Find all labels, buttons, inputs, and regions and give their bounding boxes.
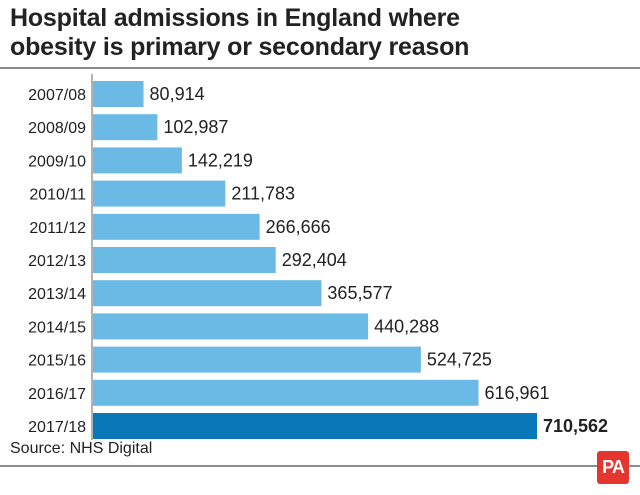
source-note: Source: NHS Digital <box>10 440 153 457</box>
category-label: 2015/16 <box>28 353 86 370</box>
bar-2012-13 <box>93 247 276 273</box>
value-label: 102,987 <box>163 117 228 137</box>
value-label: 80,914 <box>150 84 205 104</box>
bar-2009-10 <box>93 147 182 174</box>
category-label: 2011/12 <box>29 220 86 237</box>
chart-title-line-1: Hospital admissions in England where <box>10 4 460 32</box>
value-label: 365,577 <box>327 283 392 303</box>
category-label: 2013/14 <box>28 286 86 303</box>
value-label: 292,404 <box>282 250 347 270</box>
bar-2013-14 <box>93 280 322 307</box>
bar-2016-17 <box>93 379 479 406</box>
bar-chart: 2007/08 80,914 2008/09 102,987 2009/10 142,21… <box>28 74 608 440</box>
value-label: 266,666 <box>266 217 331 237</box>
value-label: 142,219 <box>188 150 253 170</box>
category-label: 2009/10 <box>28 153 86 170</box>
chart-title-line-2: obesity is primary or secondary reason <box>10 33 470 61</box>
value-label: 524,725 <box>427 350 492 370</box>
category-label: 2017/18 <box>28 419 86 436</box>
category-label: 2007/08 <box>28 87 86 104</box>
bar-2015-16 <box>93 346 421 373</box>
category-label: 2012/13 <box>28 253 86 270</box>
bar-2011-12 <box>93 213 260 240</box>
bar-2008-09 <box>93 114 158 141</box>
value-label: 211,783 <box>231 184 295 204</box>
category-label: 2014/15 <box>28 319 86 336</box>
category-label: 2010/11 <box>29 187 86 204</box>
bar-2007-08 <box>93 81 144 107</box>
chart-title: Hospital admissions in England where obe… <box>10 4 620 62</box>
bar-2017-18 <box>93 413 537 439</box>
footer-divider <box>0 465 640 467</box>
bar-2014-15 <box>93 313 369 340</box>
category-label: 2016/17 <box>28 386 86 403</box>
value-label: 440,288 <box>374 316 439 336</box>
bar-2010-11 <box>93 180 226 207</box>
title-divider <box>0 67 640 69</box>
value-label: 616,961 <box>485 383 550 403</box>
value-label: 710,562 <box>543 416 608 436</box>
category-label: 2008/09 <box>28 120 86 137</box>
pa-logo: PA <box>597 451 629 484</box>
